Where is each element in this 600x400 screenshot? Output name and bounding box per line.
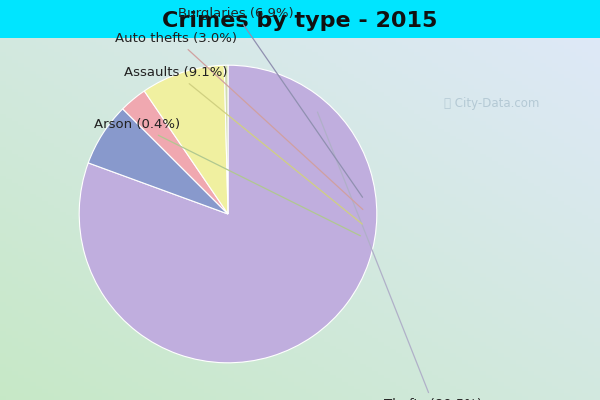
Text: Arson (0.4%): Arson (0.4%) [94,118,361,236]
Wedge shape [88,109,228,214]
Wedge shape [224,65,228,214]
Text: Burglaries (6.9%): Burglaries (6.9%) [178,7,362,197]
Wedge shape [79,65,377,363]
Text: Auto thefts (3.0%): Auto thefts (3.0%) [115,32,363,210]
Wedge shape [122,91,228,214]
Text: Crimes by type - 2015: Crimes by type - 2015 [163,11,437,31]
Text: ⓘ City-Data.com: ⓘ City-Data.com [445,97,539,110]
Text: Thefts (80.5%): Thefts (80.5%) [317,112,482,400]
Text: Assaults (9.1%): Assaults (9.1%) [124,66,362,224]
Wedge shape [144,65,228,214]
